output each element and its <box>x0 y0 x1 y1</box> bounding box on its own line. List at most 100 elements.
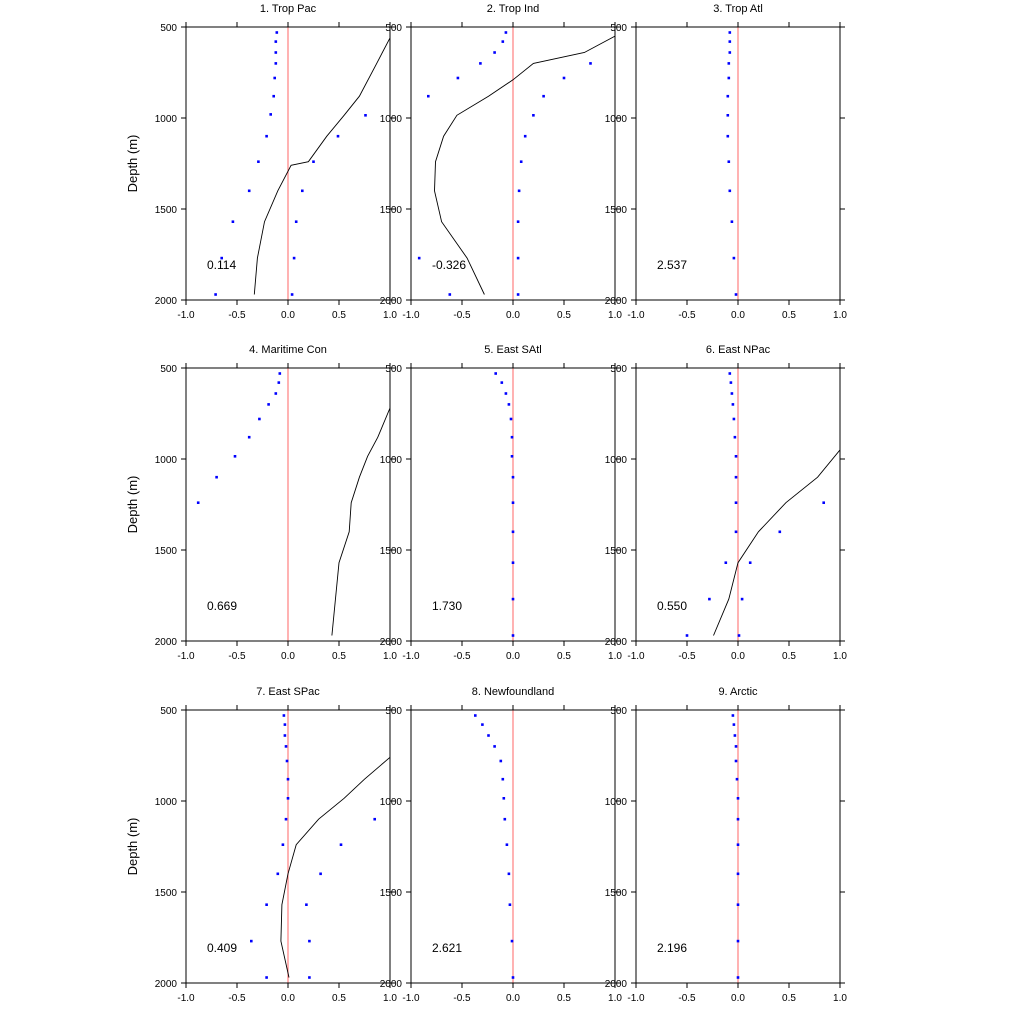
data-point <box>731 403 735 406</box>
x-tick-label: 0.0 <box>731 651 745 662</box>
y-tick-label: 1000 <box>380 797 403 808</box>
data-point <box>493 745 496 748</box>
x-tick-label: 0.5 <box>332 651 346 662</box>
data-point <box>265 976 268 979</box>
y-tick-label: 500 <box>385 364 402 375</box>
data-point <box>523 134 527 138</box>
data-point <box>728 189 732 193</box>
data-point <box>275 31 279 34</box>
data-point <box>726 134 730 138</box>
y-axis-label: Depth (m) <box>125 135 140 193</box>
data-point <box>504 31 508 34</box>
data-point <box>726 114 730 117</box>
y-tick-label: 2000 <box>380 296 403 307</box>
data-point <box>734 745 738 748</box>
x-tick-label: 0.5 <box>332 993 346 1004</box>
y-tick-label: 1500 <box>155 546 178 557</box>
data-point <box>220 256 223 260</box>
data-point <box>729 381 733 384</box>
data-point <box>511 530 515 534</box>
profile-line <box>713 449 840 636</box>
stat-label: 2.621 <box>432 941 462 955</box>
data-point <box>339 843 343 846</box>
data-point <box>736 903 740 906</box>
data-point <box>726 94 730 98</box>
panel-title: 1. Trop Pac <box>260 3 317 15</box>
x-tick-label: 0.0 <box>506 310 520 321</box>
y-tick-label: 1500 <box>380 205 403 216</box>
x-tick-label: -1.0 <box>627 310 645 321</box>
y-tick-label: 500 <box>160 364 177 375</box>
data-point <box>734 475 738 479</box>
data-point <box>732 723 736 726</box>
y-tick-label: 1500 <box>380 888 403 899</box>
x-tick-label: 0.0 <box>281 310 295 321</box>
y-tick-label: 2000 <box>605 637 628 648</box>
y-tick-label: 2000 <box>155 979 178 990</box>
data-point <box>734 530 738 534</box>
x-tick-label: -1.0 <box>177 310 195 321</box>
y-axis-label: Depth (m) <box>125 818 140 876</box>
data-point <box>494 372 497 375</box>
data-point <box>734 501 738 504</box>
panel-8: 8. Newfoundland -1.0 -0.5 0.0 0.5 1.0 500 1000 1… <box>380 686 623 1004</box>
data-point <box>294 220 298 223</box>
data-point <box>501 40 505 43</box>
y-tick-label: 1000 <box>155 114 178 125</box>
data-point <box>822 501 825 504</box>
profile-line <box>253 37 390 295</box>
data-point <box>274 40 278 43</box>
x-tick-label: 1.0 <box>833 993 847 1004</box>
panel-title: 6. East NPac <box>706 344 771 356</box>
data-point <box>730 220 734 223</box>
x-tick-label: 1.0 <box>383 651 397 662</box>
data-point <box>284 817 288 821</box>
data-point <box>733 435 737 439</box>
y-tick-label: 1000 <box>155 797 178 808</box>
x-tick-label: 0.5 <box>332 310 346 321</box>
data-point <box>250 939 253 943</box>
y-tick-label: 2000 <box>380 637 403 648</box>
y-tick-label: 2000 <box>155 637 178 648</box>
data-point <box>728 372 732 375</box>
profile-line <box>331 407 390 636</box>
data-point <box>481 723 484 726</box>
data-point <box>247 189 251 193</box>
profile-line <box>434 35 615 295</box>
panel-1: 1. Trop Pac -1.0 -0.5 0.0 0.5 1.0 500 1000 1500 2… <box>125 3 397 321</box>
y-tick-label: 1500 <box>155 205 178 216</box>
data-point <box>542 94 545 98</box>
x-tick-label: 0.0 <box>506 651 520 662</box>
data-point <box>336 134 340 138</box>
data-point <box>265 903 268 906</box>
data-point <box>509 417 513 421</box>
data-point <box>510 435 514 439</box>
panel-9: 9. Arctic -1.0 -0.5 0.0 0.5 1.0 500 1000 1500 200… <box>605 686 848 1004</box>
data-point <box>511 634 515 637</box>
y-axis-label: Depth (m) <box>125 476 140 534</box>
data-point <box>727 62 731 65</box>
data-point <box>231 220 235 223</box>
data-point <box>589 62 592 65</box>
data-point <box>503 817 507 821</box>
data-point <box>748 561 752 564</box>
x-tick-label: -0.5 <box>453 310 471 321</box>
x-tick-label: -0.5 <box>228 993 246 1004</box>
panel-title: 8. Newfoundland <box>472 686 555 698</box>
data-point <box>448 293 452 296</box>
data-point <box>685 634 689 637</box>
data-point <box>736 939 740 943</box>
x-tick-label: -0.5 <box>228 651 246 662</box>
y-tick-label: 2000 <box>155 296 178 307</box>
data-point <box>730 392 734 395</box>
data-point <box>278 372 282 375</box>
x-tick-label: 1.0 <box>608 310 622 321</box>
x-tick-label: 0.5 <box>557 310 571 321</box>
y-tick-label: 2000 <box>605 296 628 307</box>
y-tick-label: 500 <box>610 706 627 717</box>
x-tick-label: 1.0 <box>383 310 397 321</box>
data-point <box>732 256 736 260</box>
y-tick-label: 1000 <box>605 797 628 808</box>
data-point <box>233 455 237 458</box>
